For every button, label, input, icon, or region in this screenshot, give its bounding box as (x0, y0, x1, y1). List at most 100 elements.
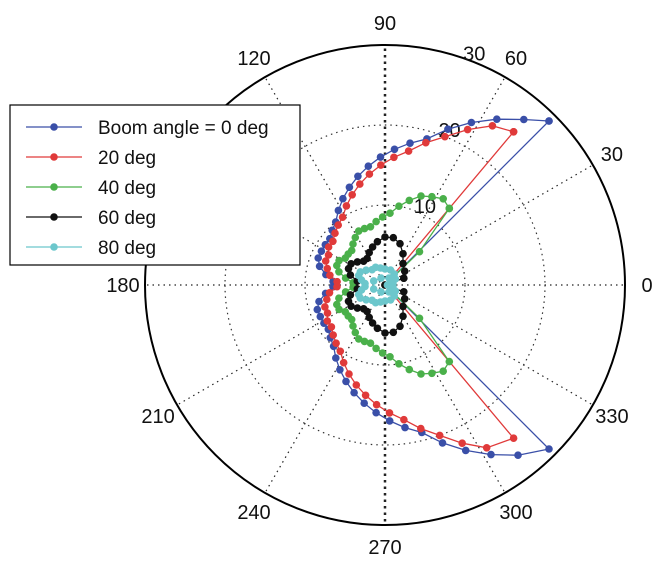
data-point (335, 268, 343, 276)
data-point (356, 180, 364, 188)
angle-tick-label: 60 (505, 48, 527, 70)
data-point (458, 439, 467, 448)
data-point (321, 303, 329, 311)
data-point (400, 267, 409, 276)
data-point (422, 138, 430, 147)
data-point (438, 439, 447, 447)
data-point (323, 309, 332, 317)
angle-grid-spoke (264, 76, 386, 286)
data-point (389, 328, 398, 337)
data-point (439, 367, 448, 376)
data-point (387, 283, 395, 292)
data-point (363, 307, 371, 316)
data-point (399, 250, 407, 258)
data-point (404, 147, 413, 155)
data-point (369, 285, 378, 293)
series-layer (313, 115, 553, 460)
data-point (332, 339, 340, 348)
legend-swatch-marker (50, 153, 58, 161)
angle-grid-spoke (264, 284, 386, 494)
data-point (373, 324, 382, 333)
data-point (373, 237, 382, 246)
data-point (351, 233, 360, 242)
data-point (390, 145, 399, 154)
data-point (315, 262, 324, 271)
data-point (390, 153, 398, 162)
legend-entry: 40 deg (26, 178, 156, 199)
data-point (316, 312, 325, 321)
data-point (344, 264, 353, 273)
series-3 (333, 192, 454, 378)
legend-swatch-marker (50, 213, 58, 221)
data-point (386, 353, 394, 361)
legend-label: 40 deg (98, 178, 156, 199)
series-4 (344, 233, 409, 337)
data-point (354, 335, 363, 343)
data-point (381, 329, 389, 337)
data-point (441, 132, 449, 141)
data-point (315, 297, 323, 306)
data-point (381, 233, 389, 241)
data-point (509, 434, 518, 443)
data-point (372, 344, 380, 353)
legend-label: Boom angle = 0 deg (98, 118, 269, 139)
data-point (335, 305, 343, 314)
angle-grid-spoke (384, 76, 506, 286)
data-point (333, 261, 341, 270)
data-point (347, 315, 356, 324)
data-point (338, 213, 347, 221)
data-point (360, 224, 369, 233)
data-point (428, 369, 436, 378)
data-point (354, 172, 362, 181)
data-point (461, 446, 470, 455)
angle-tick-label: 240 (237, 502, 270, 524)
legend-box (9, 104, 301, 266)
legend-entry: 20 deg (26, 148, 156, 169)
data-point (321, 257, 330, 265)
data-point (346, 291, 355, 299)
data-point (417, 424, 425, 433)
angle-tick-label: 270 (368, 537, 401, 559)
data-point (360, 399, 369, 408)
data-point (349, 240, 357, 248)
data-point (386, 209, 394, 217)
series-1 (313, 115, 553, 460)
data-point (333, 282, 341, 291)
data-point (488, 122, 497, 130)
angle-tick-label: 210 (141, 406, 174, 428)
outer-circle (144, 44, 626, 526)
data-point (368, 319, 377, 327)
data-point (372, 408, 380, 417)
data-point (372, 217, 380, 226)
angle-tick-label: 30 (601, 144, 623, 166)
data-point (349, 322, 357, 330)
data-point (366, 223, 375, 231)
data-point (331, 229, 339, 237)
data-point (332, 354, 340, 362)
data-point (377, 161, 385, 169)
data-point (335, 294, 343, 303)
data-point (350, 388, 358, 397)
angle-tick-label: 180 (106, 275, 139, 297)
data-point (395, 202, 403, 210)
angle-tick-label: 90 (374, 13, 396, 35)
data-point (353, 304, 362, 312)
data-point (336, 347, 345, 356)
data-point (444, 125, 452, 133)
data-point (351, 328, 360, 337)
angle-tick-label: 0 (641, 275, 652, 297)
data-point (361, 391, 370, 400)
data-point (545, 117, 553, 125)
data-point (342, 202, 351, 210)
data-point (395, 360, 403, 368)
data-point (435, 431, 444, 440)
data-point (368, 265, 376, 274)
legend-entry: 60 deg (26, 208, 156, 229)
data-point (339, 194, 347, 203)
data-point (341, 254, 350, 262)
data-point (399, 259, 407, 268)
legend-swatch-marker (50, 243, 58, 251)
data-point (385, 417, 394, 425)
data-point (334, 206, 343, 215)
